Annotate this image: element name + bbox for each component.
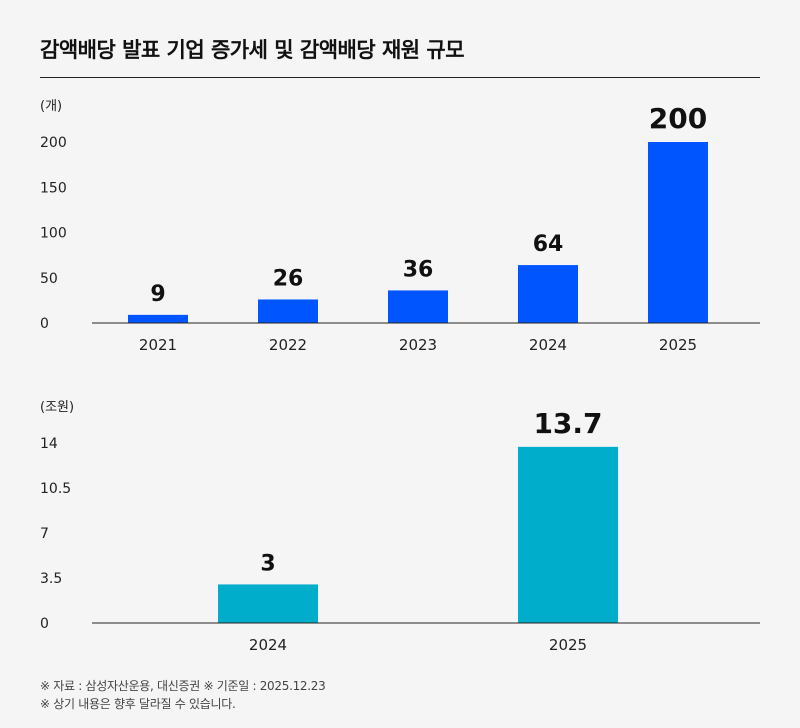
footnotes: ※ 자료 : 삼성자산운용, 대신증권 ※ 기준일 : 2025.12.23 ※… — [40, 677, 326, 713]
y-tick-label: 200 — [40, 135, 67, 151]
company-count-chart: (개) 0 50 100 150 200 9 2021 26 2022 36 2023 64 2024 20… — [40, 99, 760, 354]
data-label: 9 — [150, 282, 165, 307]
title-divider — [40, 77, 760, 78]
data-label: 13.7 — [533, 407, 602, 440]
unit-label: (조원) — [40, 400, 74, 415]
bar-2024 — [218, 584, 318, 623]
y-tick-label: 7 — [40, 526, 49, 542]
data-label: 64 — [533, 232, 564, 257]
bar-2024 — [518, 265, 578, 323]
y-tick-label: 150 — [40, 180, 67, 196]
y-tick-label: 50 — [40, 271, 58, 287]
bar-2025 — [648, 142, 708, 323]
x-tick-label: 2022 — [269, 336, 307, 354]
y-tick-label: 14 — [40, 436, 58, 452]
dividend-source-chart: (조원) 0 3.5 7 10.5 14 3 2024 13.7 2025 — [40, 400, 760, 654]
data-label: 200 — [649, 102, 707, 135]
bar-2023 — [388, 290, 448, 323]
y-tick-label: 0 — [40, 616, 49, 632]
x-tick-label: 2025 — [549, 636, 587, 654]
bar-2025 — [518, 446, 618, 623]
x-tick-label: 2024 — [529, 336, 567, 354]
data-label: 36 — [403, 257, 434, 282]
y-tick-label: 10.5 — [40, 481, 71, 497]
y-tick-label: 3.5 — [40, 571, 62, 587]
x-tick-label: 2023 — [399, 336, 437, 354]
bar-2022 — [258, 299, 318, 323]
footnote-source: ※ 자료 : 삼성자산운용, 대신증권 ※ 기준일 : 2025.12.23 — [40, 679, 326, 693]
unit-label: (개) — [40, 99, 62, 114]
data-label: 3 — [260, 551, 275, 576]
x-tick-label: 2024 — [249, 636, 287, 654]
bar-2021 — [128, 314, 188, 323]
y-tick-label: 0 — [40, 316, 49, 332]
footnote-disclaimer: ※ 상기 내용은 향후 달라질 수 있습니다. — [40, 697, 236, 711]
x-tick-label: 2021 — [139, 336, 177, 354]
data-label: 26 — [273, 266, 304, 291]
y-tick-label: 100 — [40, 226, 67, 242]
x-tick-label: 2025 — [659, 336, 697, 354]
chart-title: 감액배당 발표 기업 증가세 및 감액배당 재원 규모 — [40, 38, 465, 62]
